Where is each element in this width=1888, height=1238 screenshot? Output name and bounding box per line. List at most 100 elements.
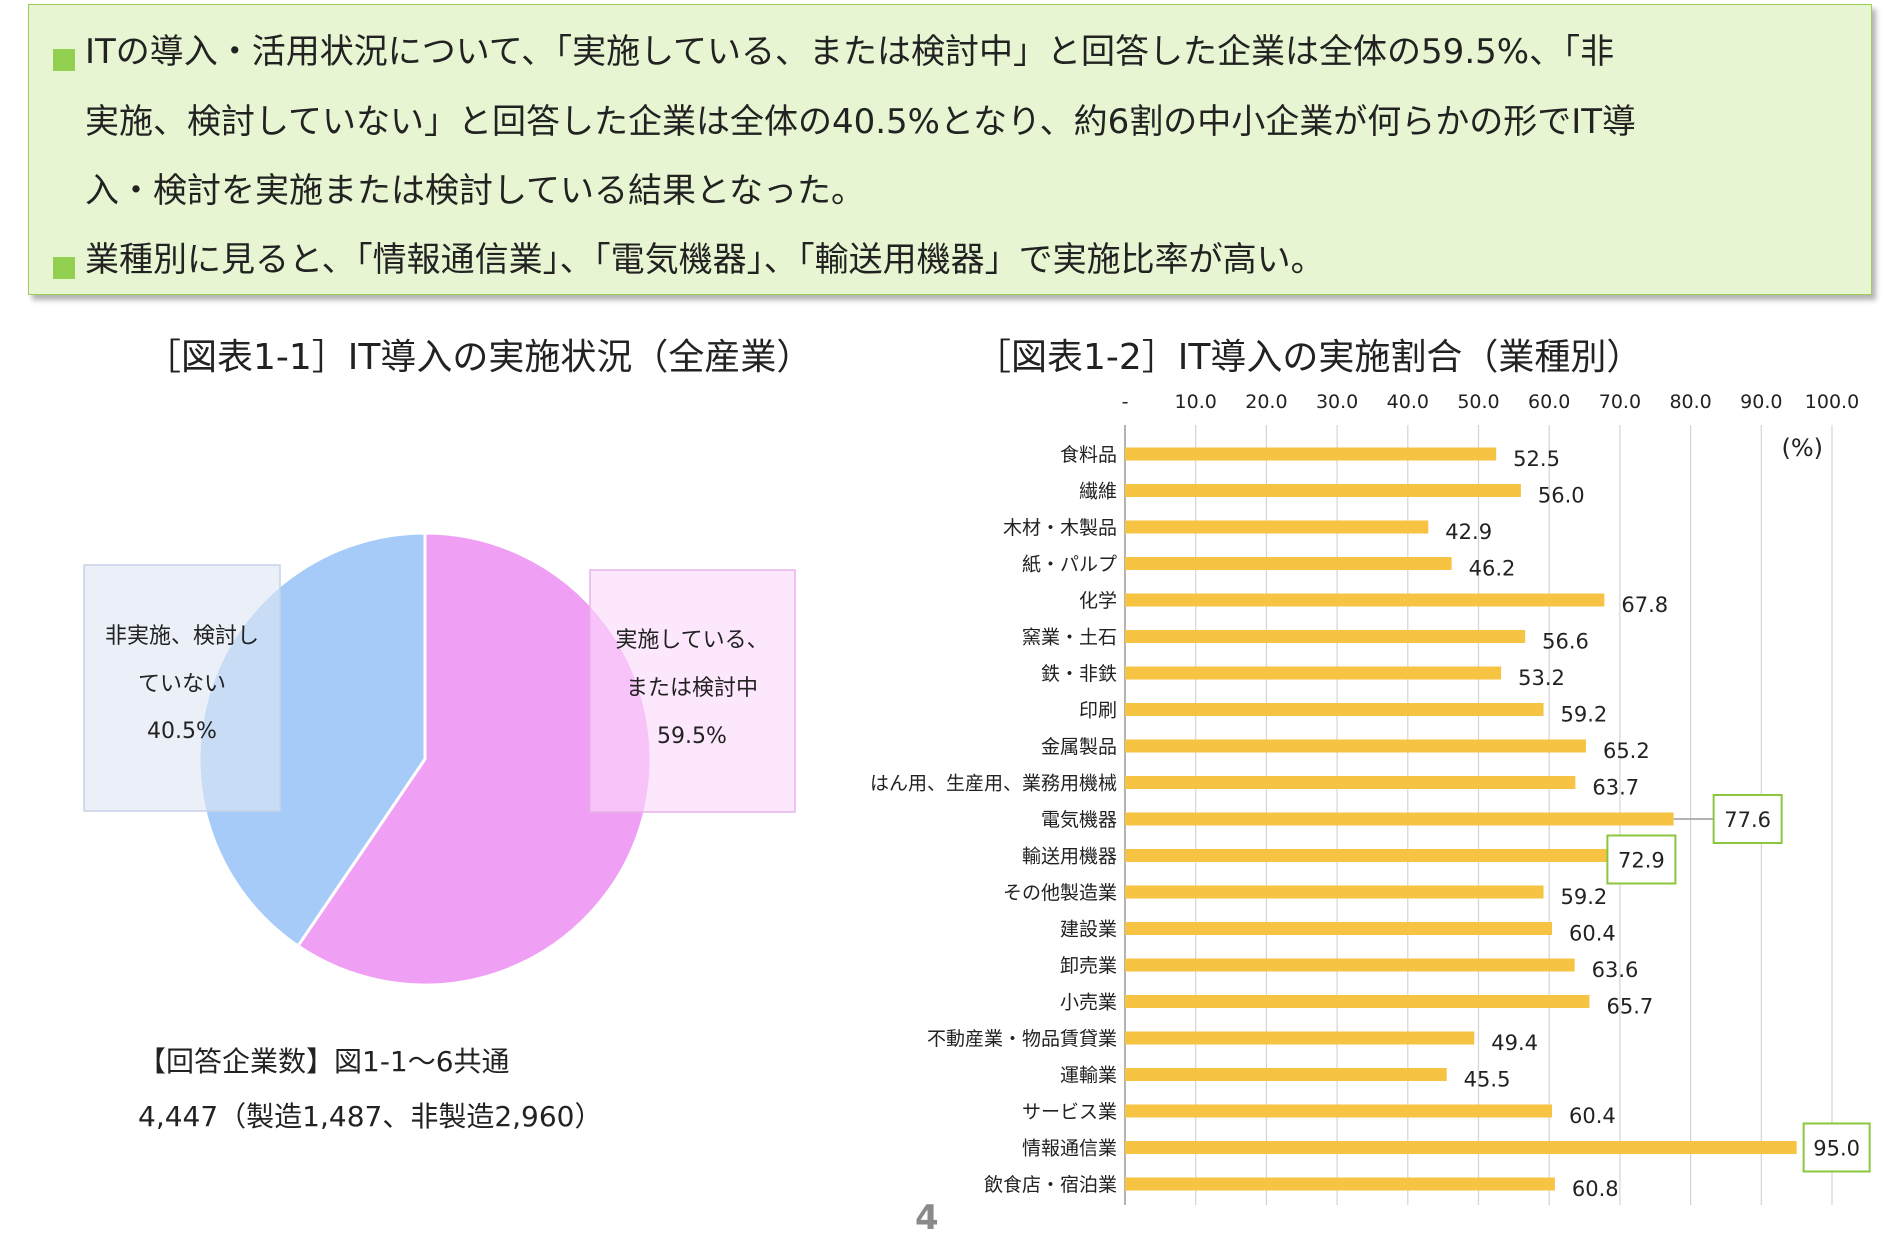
pie-slice-label: ていない <box>138 672 226 697</box>
bar <box>1125 703 1544 716</box>
value-label: 72.9 <box>1618 849 1665 873</box>
category-label: 金属製品 <box>1041 736 1117 758</box>
bar <box>1125 922 1553 935</box>
bar <box>1125 1141 1797 1154</box>
bar <box>1125 958 1575 972</box>
value-label: 56.6 <box>1542 630 1589 654</box>
category-label: 印刷 <box>1079 700 1117 722</box>
pie-chart-title: ［図表1-1］IT導入の実施状況（全産業） <box>145 337 813 378</box>
highlight-box <box>1802 1122 1871 1173</box>
category-label: 飲食店・宿泊業 <box>984 1174 1117 1196</box>
respondent-count-detail: 4,447（製造1,487、非製造2,960） <box>138 1100 603 1133</box>
tick-label: 60.0 <box>1528 391 1570 413</box>
pie-slice <box>295 531 653 987</box>
category-label: サービス業 <box>1022 1101 1117 1123</box>
tick-label: 20.0 <box>1245 391 1287 413</box>
value-label: 65.7 <box>1606 995 1653 1019</box>
category-label: 情報通信業 <box>1022 1138 1117 1160</box>
bar <box>1125 1068 1447 1081</box>
bar <box>1125 630 1526 643</box>
category-label: 窯業・土石 <box>1022 627 1117 649</box>
category-label: 建設業 <box>1060 919 1117 941</box>
value-label: 65.2 <box>1603 739 1650 763</box>
value-label: 77.6 <box>1724 808 1771 832</box>
category-label: 不動産業・物品賃貸業 <box>927 1028 1117 1050</box>
summary-line-3: 入・検討を実施または検討している結果となった。 <box>85 171 865 211</box>
bar <box>1125 776 1576 789</box>
bar-chart: - 10.0 20.0 30.0 40.0 50.0 60.0 70.0 80.0 90.0 100… <box>870 391 1871 1205</box>
tick-label: 90.0 <box>1740 391 1782 413</box>
bar <box>1125 739 1586 753</box>
pie-slice-label: または検討中 <box>626 676 758 701</box>
category-label: 紙・パルプ <box>1022 554 1117 576</box>
value-label: 42.9 <box>1445 520 1492 544</box>
bar <box>1125 849 1641 862</box>
bar <box>1125 593 1605 607</box>
tick-label: 50.0 <box>1457 391 1499 413</box>
value-label: 56.0 <box>1538 484 1585 508</box>
value-label: 59.2 <box>1561 703 1608 727</box>
bar-chart-title: ［図表1-2］IT導入の実施割合（業種別） <box>975 337 1643 378</box>
bar <box>1125 1177 1555 1191</box>
bar <box>1125 1031 1475 1045</box>
category-label: 繊維 <box>1079 481 1117 503</box>
value-label: 60.4 <box>1569 922 1616 946</box>
tick-label: - <box>1122 391 1129 413</box>
category-label: 輸送用機器 <box>1022 846 1117 868</box>
pie-chart: 実施している、または検討中 59.5% 非実施、検討していない 40.5% <box>83 531 796 987</box>
summary-line-2: 実施、検討していない」と回答した企業は全体の40.5%となり、約6割の中小企業が… <box>85 102 1637 142</box>
respondent-count-heading: 【回答企業数】図1-1～6共通 <box>138 1045 510 1078</box>
tick-label: 70.0 <box>1599 391 1641 413</box>
category-label: はん用、生産用、業務用機械 <box>870 773 1117 795</box>
bar <box>1125 995 1590 1008</box>
category-label: 化学 <box>1079 590 1117 612</box>
pie-value-label: 59.5% <box>657 724 727 749</box>
pie-value-label: 40.5% <box>147 719 217 744</box>
category-label: 木材・木製品 <box>1003 517 1117 539</box>
pie-label-box <box>83 564 281 812</box>
bar <box>1125 447 1497 461</box>
page-number: 4 <box>915 1198 939 1238</box>
value-label: 63.7 <box>1592 776 1639 800</box>
value-label: 53.2 <box>1518 666 1565 690</box>
value-label: 60.4 <box>1569 1104 1616 1128</box>
bullet-square-icon <box>53 49 75 71</box>
value-label: 59.2 <box>1561 885 1608 909</box>
bar <box>1125 666 1502 680</box>
unit-label: (%) <box>1781 434 1823 462</box>
category-label: 小売業 <box>1060 992 1117 1014</box>
category-label: 運輸業 <box>1060 1065 1117 1087</box>
bar <box>1125 557 1452 570</box>
pie-slice-label: 実施している、 <box>615 628 768 653</box>
pie-label-box <box>589 569 796 813</box>
tick-label: 80.0 <box>1669 391 1711 413</box>
category-label: その他製造業 <box>1003 882 1117 904</box>
value-label: 46.2 <box>1469 557 1516 581</box>
value-label: 49.4 <box>1491 1031 1538 1055</box>
summary-line-1: ITの導入・活用状況について、「実施している、または検討中」と回答した企業は全体… <box>85 32 1615 72</box>
pie-slice-label: 非実施、検討し <box>105 624 259 649</box>
bullet-square-icon <box>53 257 75 279</box>
bar <box>1125 484 1521 497</box>
value-label: 63.6 <box>1592 958 1639 982</box>
category-label: 電気機器 <box>1041 809 1117 831</box>
bar <box>1125 885 1544 899</box>
category-label: 鉄・非鉄 <box>1041 663 1117 685</box>
bar <box>1125 520 1429 534</box>
category-label: 卸売業 <box>1060 955 1117 977</box>
bar <box>1125 1104 1553 1118</box>
category-label: 食料品 <box>1060 444 1117 466</box>
value-label: 67.8 <box>1621 593 1668 617</box>
bar <box>1125 812 1674 826</box>
tick-label: 40.0 <box>1387 391 1429 413</box>
value-label: 52.5 <box>1513 447 1560 471</box>
value-label: 60.8 <box>1572 1177 1619 1201</box>
highlight-box <box>1606 834 1677 885</box>
summary-line-4: 業種別に見ると、「情報通信業」、「電気機器」、「輸送用機器」で実施比率が高い。 <box>85 240 1325 280</box>
summary-box: ITの導入・活用状況について、「実施している、または検討中」と回答した企業は全体… <box>28 4 1872 295</box>
value-label: 45.5 <box>1464 1068 1511 1092</box>
tick-label: 10.0 <box>1175 391 1217 413</box>
tick-label: 100.0 <box>1805 391 1859 413</box>
highlight-box <box>1712 794 1783 844</box>
value-label: 95.0 <box>1813 1137 1860 1161</box>
